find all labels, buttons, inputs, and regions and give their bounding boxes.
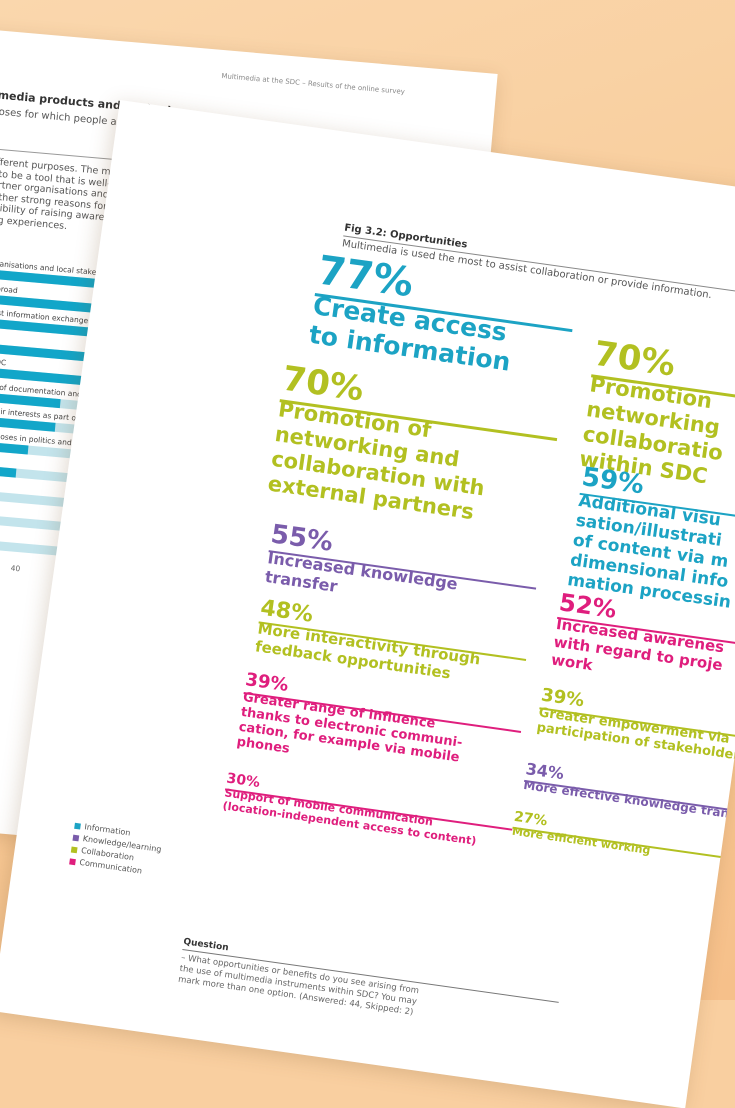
legend-item: Information — [74, 821, 131, 838]
legend-swatch — [69, 858, 76, 866]
legend: Information Knowledge/learning Collaborati… — [69, 821, 162, 876]
opportunity-item: 70% Promotion of networking and collaborati… — [266, 359, 558, 526]
running-head: Multimedia at the SDC – Results of the o… — [221, 71, 406, 97]
front-figure-page: Fig 3.2: Opportunities Multimedia is use… — [0, 100, 735, 1108]
opportunity-item: 27% More efficient working — [511, 809, 735, 862]
bar — [0, 366, 84, 386]
bar — [0, 463, 17, 478]
opportunity-item: 39% Greater range of influence thanks to e… — [236, 669, 522, 780]
opportunity-item: 34% More effective knowledge transfe — [523, 759, 735, 823]
axis-tick-label: 40 — [10, 563, 21, 574]
legend-swatch — [72, 834, 80, 842]
legend-item: Knowledge/learning — [72, 833, 162, 854]
opportunity-item: 39% Greater empowerment via participation … — [536, 685, 735, 765]
legend-swatch — [70, 846, 78, 854]
opportunity-item: 59% Additional visu sation/illustrati of co… — [566, 462, 735, 613]
legend-item: Communication — [69, 856, 143, 876]
legend-swatch — [74, 822, 81, 830]
opportunity-item: 55% Increased knowledge transfer — [264, 519, 537, 612]
legend-item: Collaboration — [70, 845, 135, 862]
opportunity-item: 30% Support of mobile communication (locat… — [222, 771, 513, 847]
